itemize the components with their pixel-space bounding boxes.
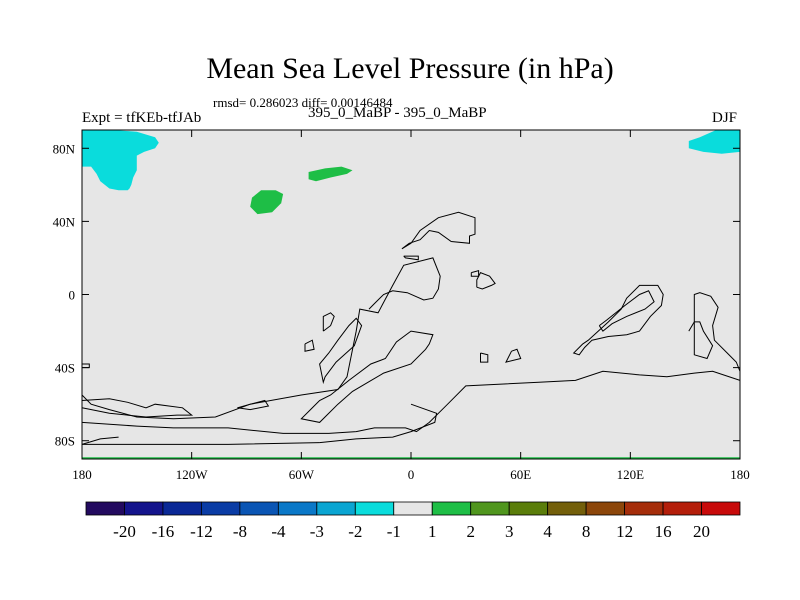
colorbar-label: -16 [152,522,175,541]
x-tick-label: 0 [408,467,415,482]
experiment-label: Expt = tfKEb-tfJAb [82,110,202,126]
coastline-segment [304,339,315,352]
colorbar-box [662,501,702,516]
cyan-region-northwest [82,130,159,191]
x-tick-label: 120W [176,467,209,482]
x-tick-label: 60W [289,467,315,482]
x-axis-ticks: 180 120W 60W 0 60E 120E 180 [72,130,750,482]
y-axis-ticks: 80N 40N 0 40S 80S [53,141,740,449]
chart-title: Mean Sea Level Pressure (in hPa) [206,52,614,85]
colorbar-label: -12 [190,522,213,541]
y-tick-label: 40S [55,361,75,376]
coastline-segment [82,442,320,445]
colorbar-label: 4 [543,522,552,541]
colorbar-box [624,501,664,516]
colorbar-label: 3 [505,522,514,541]
colorbar-box [162,501,202,516]
center-subtitle: 395_0_MaBP - 395_0_MaBP [308,105,487,121]
coastline-segment [81,370,741,434]
green-region-greenland [250,190,284,215]
colorbar-label: 2 [466,522,475,541]
y-tick-label: 0 [69,288,76,303]
colorbar: -20 -16 -12 -8 -4 -3 -2 -1 1 2 3 4 8 12 16 20 [85,501,741,541]
colorbar-label: -2 [348,522,362,541]
coastline-segment [505,348,522,363]
colorbar-label: 16 [655,522,672,541]
colorbar-label: 20 [693,522,710,541]
coastline-segment [319,403,438,444]
coastline-segment [81,257,441,420]
colorbar-box [547,501,587,516]
coastline-segment [598,290,655,332]
stats-line: rmsd= 0.286023 diff= 0.00146484 [213,95,393,110]
colorbar-box [393,501,433,516]
y-tick-label: 80S [55,434,75,449]
x-tick-label: 180 [72,467,92,482]
cyan-region-northeast [688,130,740,154]
colorbar-label: 8 [582,522,591,541]
green-region-north-atlantic [308,166,353,182]
coastline-segment [300,330,434,423]
coastline-segment [693,321,714,360]
coastline-segment [322,312,335,332]
season-label: DJF [712,110,738,126]
y-tick-label: 80N [53,141,76,156]
x-tick-label: 180 [730,467,750,482]
colorbar-box [470,501,510,516]
colorbar-label: -3 [310,522,324,541]
colorbar-box [85,501,125,516]
coastline-segment [572,284,664,356]
colorbar-label: 1 [428,522,437,541]
coastline-segment [480,352,489,363]
colorbar-box [431,501,472,516]
colorbar-box [585,501,625,516]
colorbar-box [354,501,395,516]
coastlines [81,211,741,445]
coastline-segment [476,271,496,290]
colorbar-box [508,501,549,516]
x-tick-label: 60E [510,467,531,482]
x-tick-label: 120E [617,467,645,482]
coastline-segment [688,292,741,372]
coastline-segment [403,255,419,261]
colorbar-label: -4 [271,522,286,541]
y-tick-label: 40N [53,214,76,229]
colorbar-box [201,501,241,516]
coastline-segment [81,436,119,445]
colorbar-box [239,501,279,516]
coastline-segment [401,211,476,250]
coastline-segment [319,317,363,385]
colorbar-box [124,501,164,516]
colorbar-label: 12 [616,522,633,541]
colorbar-box [316,501,356,516]
colorbar-label: -1 [387,522,401,541]
coastline-segment [81,398,194,418]
colorbar-box [701,501,741,516]
colorbar-label: -8 [233,522,247,541]
colorbar-label: -20 [113,522,136,541]
coastline-segment [237,399,270,411]
anomaly-regions [82,130,740,459]
colorbar-box [277,501,318,516]
